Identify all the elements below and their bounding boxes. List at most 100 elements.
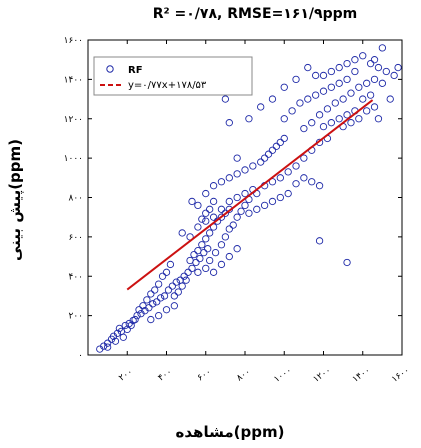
y-tick-label: ۰ (78, 351, 83, 361)
data-point (292, 75, 300, 84)
data-point (241, 201, 249, 210)
data-point (370, 103, 379, 111)
data-point (139, 302, 147, 310)
data-point (233, 193, 241, 202)
data-point (276, 138, 284, 147)
data-point (257, 103, 265, 111)
data-point (308, 178, 316, 186)
data-point (202, 264, 210, 273)
data-point (225, 174, 233, 182)
data-point (103, 339, 112, 347)
data-point (211, 248, 220, 257)
data-point (154, 280, 163, 288)
legend-label-rf: RF (128, 65, 143, 76)
data-point (209, 182, 218, 190)
data-point (319, 122, 328, 131)
y-tick-label: ۲۰۰ (68, 312, 83, 322)
data-point (319, 71, 328, 80)
data-point (160, 292, 169, 300)
data-point (198, 215, 206, 223)
data-point (111, 337, 120, 345)
data-point (186, 256, 194, 265)
data-point (378, 44, 387, 52)
data-point (335, 115, 343, 123)
data-point (194, 223, 202, 231)
data-point (343, 258, 351, 267)
data-point (225, 225, 233, 233)
x-tick-label: ۸۰۰ (235, 367, 253, 384)
data-point (162, 306, 171, 314)
data-point (158, 272, 167, 280)
data-point (374, 115, 383, 123)
data-point (339, 95, 347, 103)
data-point (280, 83, 288, 91)
data-point (221, 233, 230, 241)
data-point (394, 63, 402, 72)
data-point (268, 197, 277, 206)
data-point (202, 189, 210, 198)
data-point (284, 168, 292, 176)
data-point (343, 111, 351, 119)
data-point (296, 99, 304, 107)
data-point (174, 288, 182, 296)
data-point (217, 241, 226, 249)
data-point (351, 67, 359, 76)
data-point (209, 268, 218, 276)
data-point (156, 294, 165, 302)
data-point (288, 107, 296, 115)
data-point (363, 79, 371, 87)
data-point (233, 245, 241, 253)
data-point (300, 174, 308, 182)
data-point (311, 91, 320, 99)
y-tick-label: ۴۰۰ (68, 272, 83, 282)
y-tick-label: ۱۴۰۰ (64, 75, 83, 85)
data-point (217, 205, 226, 213)
legend-marker-rf (106, 65, 114, 73)
data-point (164, 286, 173, 294)
data-point (233, 213, 241, 221)
data-point (206, 256, 214, 265)
data-point (225, 252, 233, 261)
data-point (347, 119, 355, 127)
data-point (249, 162, 257, 170)
legend-box (93, 56, 253, 96)
x-tick-label: ۱۲۰۰ (312, 366, 334, 385)
data-point (123, 325, 131, 334)
data-point (225, 119, 233, 127)
data-point (209, 197, 218, 206)
data-point (154, 311, 163, 320)
data-point (196, 254, 204, 263)
regression-line (126, 99, 374, 291)
data-point (233, 154, 241, 162)
data-point (182, 276, 190, 284)
data-point (280, 134, 288, 143)
data-point (200, 248, 208, 257)
y-tick-label: ۶۰۰ (68, 233, 83, 243)
data-point (382, 67, 390, 76)
data-point (204, 245, 212, 253)
data-point (192, 258, 200, 267)
data-point (202, 209, 210, 217)
data-point (327, 83, 335, 91)
data-point (292, 180, 300, 188)
data-point (276, 174, 284, 182)
data-point (233, 170, 241, 178)
data-point (335, 63, 343, 72)
data-point (327, 119, 335, 127)
x-tick-label: ۱۰۰۰ (272, 366, 294, 385)
data-point (147, 315, 155, 324)
data-point (300, 154, 308, 162)
data-point (172, 278, 180, 286)
data-point (268, 95, 277, 103)
data-point (194, 201, 202, 210)
data-point (315, 237, 324, 245)
data-point (188, 197, 196, 206)
data-point (253, 205, 261, 213)
data-point (351, 56, 359, 64)
data-point (311, 71, 320, 80)
data-point (178, 229, 186, 237)
data-point (315, 111, 324, 119)
data-point (217, 213, 226, 221)
data-point (135, 306, 143, 314)
